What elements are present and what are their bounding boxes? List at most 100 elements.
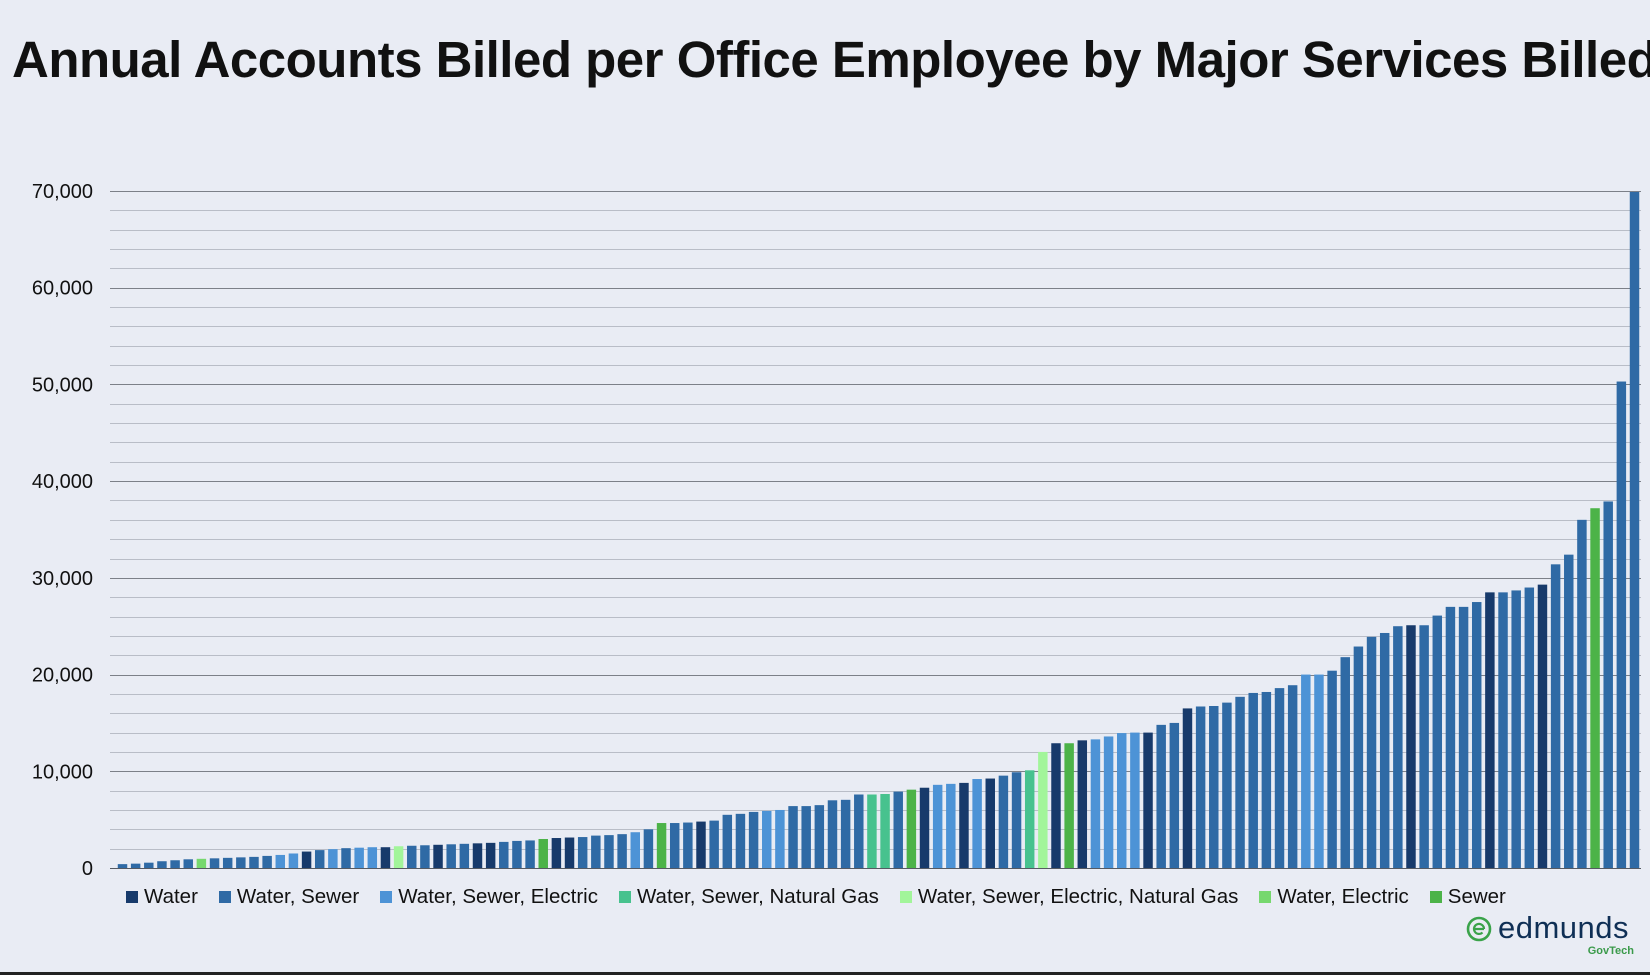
- bar: [301, 851, 312, 868]
- bar: [1327, 670, 1337, 868]
- bar: [130, 863, 141, 868]
- bar: [1143, 732, 1153, 868]
- bar: [801, 806, 811, 868]
- bar: [1156, 724, 1166, 868]
- legend-label: Water, Sewer, Electric: [398, 885, 598, 908]
- bar: [1590, 508, 1600, 868]
- legend-label: Water, Sewer, Natural Gas: [636, 885, 879, 908]
- bar: [183, 859, 193, 868]
- bar: [1353, 646, 1364, 868]
- bar: [1261, 691, 1272, 868]
- bar: [1445, 606, 1456, 868]
- bar: [1011, 772, 1022, 868]
- bar: [709, 820, 719, 868]
- bar: [1340, 657, 1350, 868]
- bar: [932, 784, 943, 868]
- bar: [735, 813, 746, 868]
- bar: [1577, 519, 1587, 868]
- bar: [144, 862, 154, 868]
- bar: [906, 789, 917, 868]
- bar: [1603, 501, 1613, 868]
- chart-legend: Water Water, Sewer Water, Sewer, Electri…: [126, 884, 1506, 910]
- bar: [196, 858, 207, 868]
- logo-subtext: GovTech: [1587, 945, 1634, 957]
- bar: [341, 848, 351, 868]
- bar: [407, 845, 417, 868]
- bar: [656, 823, 667, 868]
- legend-item-water: Water: [126, 885, 198, 909]
- legend-swatch: [380, 891, 393, 903]
- bar: [604, 835, 614, 868]
- bar: [1471, 602, 1482, 868]
- bar: [1222, 702, 1232, 868]
- bar: [998, 775, 1009, 868]
- bar: [959, 782, 969, 868]
- bar: [1024, 770, 1035, 868]
- bar: [314, 850, 325, 868]
- bar: [433, 844, 443, 868]
- bar: [1485, 592, 1495, 868]
- legend-item-water-sewer-natural-gas: Water, Sewer, Natural Gas: [618, 885, 879, 909]
- bar: [1379, 632, 1390, 868]
- bar: [946, 783, 956, 868]
- bar: [775, 809, 785, 868]
- bar: [1064, 743, 1074, 868]
- bar: [1550, 564, 1561, 868]
- bar: [367, 847, 378, 868]
- bar: [867, 794, 877, 868]
- bar: [1090, 739, 1101, 868]
- bar: [591, 835, 601, 868]
- bar: [1195, 706, 1206, 868]
- bar: [551, 838, 562, 868]
- bottom-border: [0, 972, 1650, 975]
- y-tick-label: 10,000: [32, 761, 93, 783]
- legend-item-water-sewer: Water, Sewer: [218, 885, 359, 909]
- bar: [459, 843, 470, 868]
- bar: [446, 844, 456, 868]
- bar: [1314, 674, 1324, 868]
- bar: [1564, 554, 1574, 868]
- y-axis-tick-labels: 0 10,000 20,000 30,000 40,000 50,000 60,000 70,…: [32, 181, 93, 880]
- bar: [564, 837, 575, 868]
- bar: [275, 854, 286, 868]
- legend-swatch: [1429, 891, 1442, 903]
- y-tick-label: 30,000: [32, 568, 93, 590]
- bar: [157, 861, 167, 868]
- bar: [630, 832, 640, 868]
- legend-swatch: [899, 891, 912, 903]
- bar: [893, 791, 903, 868]
- bar: [1498, 592, 1508, 868]
- y-tick-label: 0: [82, 858, 93, 880]
- bar: [170, 860, 180, 868]
- bar: [209, 858, 220, 868]
- bar: [577, 837, 588, 868]
- bar: [669, 823, 680, 868]
- bar: [1366, 636, 1377, 868]
- bar: [236, 857, 246, 868]
- y-tick-label: 60,000: [32, 278, 93, 300]
- legend-label: Sewer: [1447, 885, 1506, 908]
- bar: [972, 779, 982, 868]
- bar: [1117, 733, 1127, 868]
- legend-swatch: [218, 891, 231, 903]
- legend-item-sewer: Sewer: [1429, 885, 1506, 909]
- bar: [354, 847, 364, 868]
- bar: [1051, 743, 1061, 868]
- bar: [1248, 692, 1258, 868]
- bar: [1616, 381, 1627, 868]
- bar: [1301, 674, 1311, 868]
- legend-item-water-sewer-electric-natural-gas: Water, Sewer, Electric, Natural Gas: [899, 885, 1239, 909]
- bar: [288, 853, 299, 868]
- bar: [1537, 584, 1548, 868]
- bar: [328, 849, 338, 868]
- bar: [262, 855, 272, 868]
- bar: [1038, 751, 1048, 868]
- bar: [748, 811, 759, 868]
- bar: [1524, 587, 1535, 868]
- legend-label: Water, Sewer, Electric, Natural Gas: [917, 885, 1239, 908]
- legend-item-water-sewer-electric: Water, Sewer, Electric: [380, 885, 598, 909]
- bar: [840, 799, 851, 868]
- bar: [525, 840, 535, 868]
- bar: [1287, 685, 1298, 868]
- bar: [827, 800, 838, 868]
